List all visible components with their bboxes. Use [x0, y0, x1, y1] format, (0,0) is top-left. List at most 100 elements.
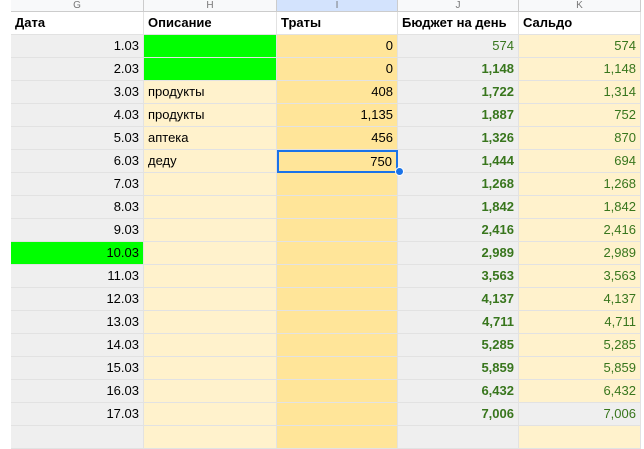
- balance-cell[interactable]: 1,148: [519, 58, 641, 81]
- description-cell: [144, 265, 277, 288]
- description-cell: [144, 380, 277, 403]
- balance-cell[interactable]: 6,432: [519, 380, 641, 403]
- description-cell: [144, 403, 277, 426]
- date-cell[interactable]: 13.03: [11, 311, 144, 334]
- spend-cell: [277, 288, 398, 311]
- date-cell[interactable]: 15.03: [11, 357, 144, 380]
- daily-budget-cell[interactable]: 1,148: [398, 58, 519, 81]
- daily-budget-cell[interactable]: 2,989: [398, 242, 519, 265]
- balance-cell[interactable]: 2,989: [519, 242, 641, 265]
- spend-cell: [277, 173, 398, 196]
- column-header[interactable]: Траты: [277, 12, 398, 35]
- date-cell[interactable]: 9.03: [11, 219, 144, 242]
- spend-cell[interactable]: 408: [277, 81, 398, 104]
- balance-cell[interactable]: 1,268: [519, 173, 641, 196]
- column-header[interactable]: Сальдо: [519, 12, 641, 35]
- date-cell[interactable]: 17.03: [11, 403, 144, 426]
- balance-cell[interactable]: 1,842: [519, 196, 641, 219]
- spend-cell: [277, 196, 398, 219]
- column-letter[interactable]: I: [277, 0, 398, 12]
- partial-cell: [144, 426, 277, 449]
- spend-cell: [277, 311, 398, 334]
- column-header[interactable]: Дата: [11, 12, 144, 35]
- column-header[interactable]: Бюджет на день: [398, 12, 519, 35]
- description-cell[interactable]: продукты: [144, 81, 277, 104]
- spend-cell: [277, 265, 398, 288]
- spend-cell: [277, 242, 398, 265]
- description-cell: [144, 311, 277, 334]
- spend-cell: [277, 357, 398, 380]
- spend-cell[interactable]: 1,135: [277, 104, 398, 127]
- date-cell[interactable]: 1.03: [11, 35, 144, 58]
- daily-budget-cell[interactable]: 1,444: [398, 150, 519, 173]
- balance-cell[interactable]: 7,006: [519, 403, 641, 426]
- balance-cell[interactable]: 1,314: [519, 81, 641, 104]
- daily-budget-cell[interactable]: 574: [398, 35, 519, 58]
- date-cell[interactable]: 2.03: [11, 58, 144, 81]
- description-cell: [144, 173, 277, 196]
- column-letter[interactable]: G: [11, 0, 144, 12]
- sheet: G H I J K Дата Описание Траты Бюджет на день Саль…: [11, 0, 641, 449]
- column-header[interactable]: Описание: [144, 12, 277, 35]
- description-cell[interactable]: аптека: [144, 127, 277, 150]
- spend-cell[interactable]: 750: [277, 150, 398, 173]
- daily-budget-cell[interactable]: 1,842: [398, 196, 519, 219]
- balance-cell[interactable]: 574: [519, 35, 641, 58]
- daily-budget-cell[interactable]: 2,416: [398, 219, 519, 242]
- spend-cell: [277, 403, 398, 426]
- daily-budget-cell[interactable]: 5,285: [398, 334, 519, 357]
- daily-budget-cell[interactable]: 1,326: [398, 127, 519, 150]
- date-cell[interactable]: 7.03: [11, 173, 144, 196]
- description-cell: [144, 35, 277, 58]
- description-cell[interactable]: деду: [144, 150, 277, 173]
- date-cell[interactable]: 4.03: [11, 104, 144, 127]
- daily-budget-cell[interactable]: 1,887: [398, 104, 519, 127]
- fill-handle[interactable]: [395, 167, 404, 176]
- balance-cell[interactable]: 3,563: [519, 265, 641, 288]
- partial-cell: [398, 426, 519, 449]
- date-cell[interactable]: 11.03: [11, 265, 144, 288]
- description-cell: [144, 334, 277, 357]
- description-cell: [144, 219, 277, 242]
- description-cell[interactable]: продукты: [144, 104, 277, 127]
- date-cell[interactable]: 12.03: [11, 288, 144, 311]
- date-cell[interactable]: 8.03: [11, 196, 144, 219]
- partial-cell: [11, 426, 144, 449]
- daily-budget-cell[interactable]: 3,563: [398, 265, 519, 288]
- daily-budget-cell[interactable]: 6,432: [398, 380, 519, 403]
- balance-cell[interactable]: 870: [519, 127, 641, 150]
- balance-cell[interactable]: 4,711: [519, 311, 641, 334]
- column-letter[interactable]: K: [519, 0, 641, 12]
- spend-cell: [277, 219, 398, 242]
- date-cell[interactable]: 6.03: [11, 150, 144, 173]
- date-cell[interactable]: 3.03: [11, 81, 144, 104]
- daily-budget-cell[interactable]: 7,006: [398, 403, 519, 426]
- balance-cell[interactable]: 5,859: [519, 357, 641, 380]
- daily-budget-cell[interactable]: 1,722: [398, 81, 519, 104]
- spend-cell[interactable]: 0: [277, 58, 398, 81]
- date-cell[interactable]: 5.03: [11, 127, 144, 150]
- column-letter[interactable]: J: [398, 0, 519, 12]
- partial-cell: [519, 426, 641, 449]
- balance-cell[interactable]: 4,137: [519, 288, 641, 311]
- spend-cell: [277, 380, 398, 403]
- balance-cell[interactable]: 752: [519, 104, 641, 127]
- daily-budget-cell[interactable]: 4,137: [398, 288, 519, 311]
- spend-cell[interactable]: 456: [277, 127, 398, 150]
- description-cell: [144, 242, 277, 265]
- date-cell[interactable]: 14.03: [11, 334, 144, 357]
- balance-cell[interactable]: 694: [519, 150, 641, 173]
- description-cell: [144, 58, 277, 81]
- balance-cell[interactable]: 2,416: [519, 219, 641, 242]
- description-cell: [144, 357, 277, 380]
- description-cell: [144, 196, 277, 219]
- balance-cell[interactable]: 5,285: [519, 334, 641, 357]
- spend-cell: [277, 334, 398, 357]
- date-cell[interactable]: 10.03: [11, 242, 144, 265]
- daily-budget-cell[interactable]: 1,268: [398, 173, 519, 196]
- spend-cell[interactable]: 0: [277, 35, 398, 58]
- daily-budget-cell[interactable]: 5,859: [398, 357, 519, 380]
- column-letter[interactable]: H: [144, 0, 277, 12]
- date-cell[interactable]: 16.03: [11, 380, 144, 403]
- daily-budget-cell[interactable]: 4,711: [398, 311, 519, 334]
